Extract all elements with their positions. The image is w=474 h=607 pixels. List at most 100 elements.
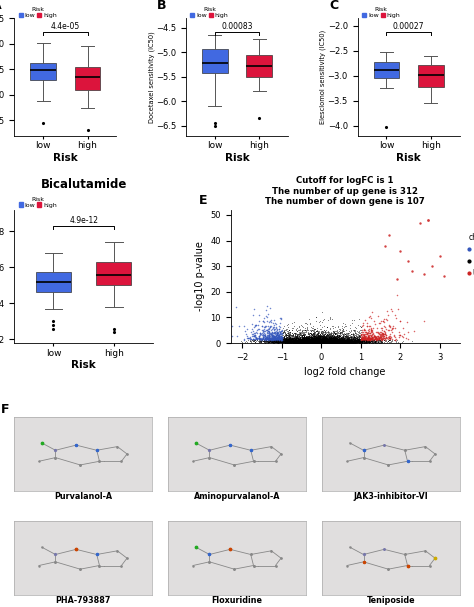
Point	[332, 336, 339, 346]
Point	[297, 337, 304, 347]
Point	[313, 337, 321, 347]
Point	[292, 334, 299, 344]
Point	[286, 337, 294, 347]
Point	[339, 336, 346, 345]
Point	[310, 336, 318, 346]
Point	[325, 336, 333, 345]
Point	[303, 333, 311, 342]
Point	[277, 336, 285, 345]
Point	[306, 336, 314, 345]
Point	[314, 336, 322, 346]
Point	[302, 334, 310, 344]
Point	[317, 337, 324, 347]
Point	[316, 336, 324, 345]
Point	[307, 337, 315, 347]
Point	[309, 329, 316, 339]
Point	[318, 337, 325, 347]
Point	[386, 333, 394, 342]
Point	[309, 338, 316, 348]
Point	[302, 336, 310, 346]
Point	[336, 338, 344, 348]
Point	[301, 331, 308, 341]
Point	[312, 338, 320, 348]
Point	[282, 333, 289, 342]
Point	[333, 333, 340, 343]
Point	[328, 336, 335, 345]
Point	[292, 336, 300, 346]
Point	[321, 336, 328, 346]
Point	[324, 338, 332, 348]
Point	[358, 333, 366, 342]
Point	[272, 336, 280, 345]
Point	[314, 335, 322, 345]
Point	[292, 333, 300, 343]
Point	[302, 334, 310, 344]
Point	[345, 336, 352, 346]
Point	[348, 337, 356, 347]
Point	[325, 334, 332, 344]
Point	[320, 336, 328, 346]
Point	[301, 337, 309, 347]
Point	[318, 336, 325, 345]
Point	[308, 336, 316, 346]
Point	[297, 336, 304, 345]
Point	[303, 337, 311, 347]
Point	[318, 337, 326, 347]
Point	[386, 333, 393, 343]
Point	[338, 337, 346, 347]
Point	[263, 333, 270, 342]
Point	[317, 337, 324, 347]
Point	[312, 338, 320, 348]
Point	[325, 337, 333, 347]
Point	[329, 334, 337, 344]
Point	[329, 337, 337, 347]
Point	[346, 337, 353, 347]
Point	[362, 336, 369, 346]
Point	[288, 336, 296, 346]
Point	[310, 336, 318, 346]
Point	[302, 337, 310, 347]
Point	[300, 336, 308, 346]
Point	[288, 336, 296, 345]
Point	[349, 334, 357, 344]
Point	[298, 338, 305, 348]
Point	[325, 337, 332, 347]
Point	[287, 337, 294, 347]
Point	[292, 336, 300, 346]
Point	[257, 328, 264, 338]
Point	[312, 336, 319, 345]
Point	[258, 334, 265, 344]
Point	[280, 330, 287, 339]
Point	[355, 337, 363, 347]
Point	[317, 337, 324, 347]
Point	[319, 337, 326, 347]
Point	[313, 337, 320, 347]
Point	[322, 328, 329, 338]
Legend: DOWN, NOT, UP: DOWN, NOT, UP	[464, 229, 474, 281]
Point	[321, 336, 329, 346]
Point	[327, 337, 335, 347]
Point	[332, 335, 339, 345]
Point	[317, 338, 325, 348]
Point	[278, 337, 286, 347]
Point	[284, 334, 292, 344]
Point	[328, 337, 336, 347]
Point	[274, 336, 282, 346]
Point	[303, 337, 311, 347]
Point	[318, 336, 326, 346]
Point	[308, 337, 315, 347]
Point	[282, 337, 290, 347]
Point	[328, 336, 336, 346]
Point	[339, 334, 346, 344]
Point	[323, 338, 330, 348]
Point	[325, 337, 332, 347]
Point	[326, 330, 334, 340]
Point	[294, 336, 302, 346]
Point	[325, 337, 332, 347]
Point	[320, 338, 328, 348]
Point	[375, 334, 383, 344]
Point	[310, 338, 317, 348]
Point	[376, 336, 383, 346]
Point	[344, 330, 351, 339]
Point	[319, 332, 327, 342]
